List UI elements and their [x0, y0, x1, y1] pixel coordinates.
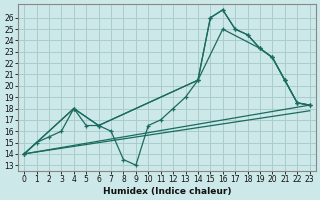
X-axis label: Humidex (Indice chaleur): Humidex (Indice chaleur)	[103, 187, 231, 196]
